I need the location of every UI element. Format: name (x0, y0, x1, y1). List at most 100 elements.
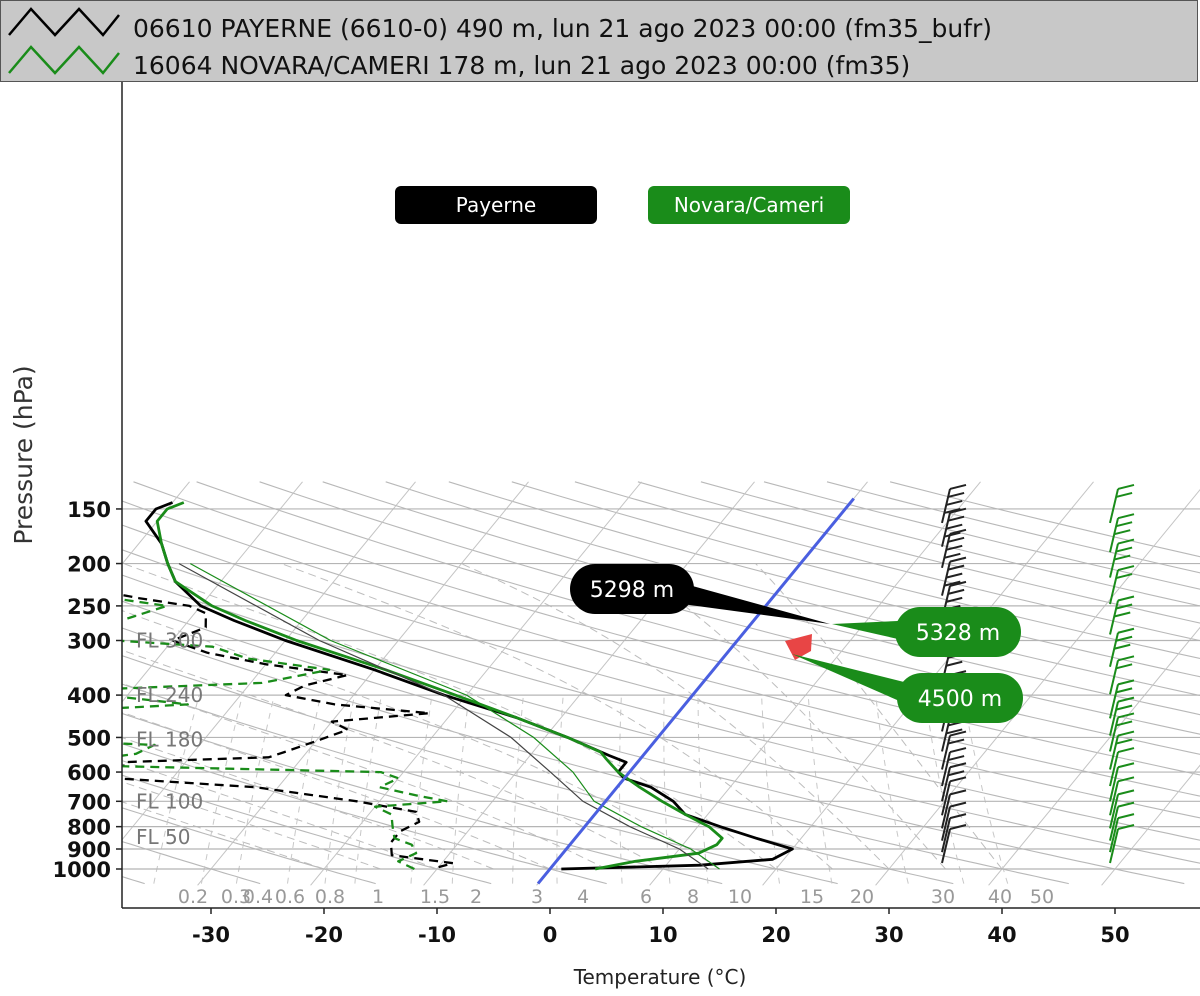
x-tick-label: 20 (761, 923, 790, 947)
novara-wind-barb (1109, 627, 1135, 667)
barb-flag (1113, 529, 1131, 536)
mixing-ratio-label: 6 (640, 886, 652, 908)
mixing-ratio-label: 10 (728, 886, 752, 908)
barb-flag (1113, 554, 1131, 561)
moist-adiabat (122, 711, 551, 870)
barb-staff (941, 751, 951, 787)
barb-staff (1109, 794, 1119, 829)
payerne-swatch (8, 7, 120, 37)
barb-staff (1109, 751, 1119, 787)
barb-staff (1109, 717, 1119, 752)
barb-staff (1109, 660, 1119, 695)
callout-payerne-freezing-pointer (660, 577, 830, 624)
barb-flag (949, 789, 967, 796)
barb-flag (1115, 663, 1133, 670)
y-tick-label: 150 (67, 498, 111, 522)
parcel-curve (178, 563, 709, 870)
novara-wind-barb (1109, 730, 1135, 770)
mixing-ratio-label: 3 (531, 886, 543, 908)
mixing-ratio-label: 0.8 (315, 886, 345, 908)
moist-adiabat (122, 781, 381, 870)
barb-staff (1109, 600, 1119, 635)
x-tick-label: 0 (543, 923, 558, 947)
barb-flag (1115, 546, 1133, 553)
barb-staff (1109, 701, 1119, 736)
mixing-ratio-line (324, 695, 355, 884)
novara-swatch (8, 45, 120, 75)
y-tick-label: 500 (67, 726, 111, 750)
parcel-curve (190, 563, 720, 870)
x-axis-title: Temperature (°C) (573, 965, 747, 989)
dry-adiabat (122, 683, 838, 885)
x-tick-label: -10 (418, 923, 456, 947)
payerne-wind-barb (941, 824, 967, 864)
mixing-ratio-line (354, 695, 382, 884)
barb-flag (1117, 776, 1135, 783)
mixing-ratio-label: 0.4 (243, 886, 273, 908)
barb-flag (1117, 801, 1135, 808)
dry-adiabat (122, 627, 1069, 885)
barb-flag (1117, 762, 1135, 769)
series-line-3 (122, 598, 449, 871)
barb-flag (949, 813, 967, 820)
callout-novara-melting-pointer (792, 654, 920, 710)
flight-level-label: FL 300 (136, 629, 203, 653)
payerne-wind-barb (941, 556, 967, 596)
dry-adiabat (511, 481, 1200, 660)
novara-wind-barb (1109, 762, 1135, 802)
mixing-ratio-line (235, 694, 275, 884)
mixing-ratio-label: 2 (470, 886, 482, 908)
barb-staff (1109, 543, 1119, 578)
novara-wind-barb (1109, 513, 1135, 553)
isotherm (122, 481, 190, 565)
isotherm (122, 481, 303, 703)
barb-flag (1115, 635, 1133, 642)
moist-adiabat (122, 801, 325, 870)
novara-wind-barb (1109, 789, 1135, 829)
dry-adiabat (122, 600, 1185, 885)
barb-flag (949, 507, 967, 514)
callout-payerne-freezing-text: 5298 m (590, 578, 674, 603)
dry-adiabat (259, 481, 1200, 735)
barb-flag (1117, 824, 1135, 830)
x-tick-label: 10 (648, 923, 677, 947)
series-line-1 (122, 593, 455, 869)
barb-flag (949, 730, 967, 737)
mixing-ratio-label: 50 (1030, 886, 1054, 908)
mixing-ratio-line (619, 695, 623, 884)
barb-flag (1115, 720, 1133, 727)
novara-wind-barb (1109, 776, 1135, 816)
moist-adiabat (281, 563, 833, 870)
mixing-ratio-label: 15 (800, 886, 824, 908)
novara-wind-barb (1109, 679, 1135, 719)
dry-adiabat (574, 481, 1200, 642)
mixing-ratio-label: 0.2 (178, 886, 208, 908)
barb-flag (1115, 704, 1133, 711)
barb-flag (945, 728, 963, 735)
mixing-ratio-line (875, 695, 909, 884)
y-tick-label: 900 (67, 838, 111, 862)
y-axis-title: Pressure (hPa) (9, 365, 38, 544)
barb-staff (1109, 517, 1119, 553)
barb-flag (947, 515, 965, 522)
x-tick-label: -30 (192, 923, 230, 947)
novara-wind-barb (1109, 565, 1135, 605)
barb-staff (941, 794, 951, 829)
mixing-ratio-line (287, 694, 321, 884)
barb-flag (949, 824, 967, 830)
mixing-ratio-label: 1.5 (420, 886, 450, 908)
barb-flag (945, 660, 963, 667)
x-tick-label: -20 (305, 923, 343, 947)
callout-novara-melting: 4500 m (792, 654, 1023, 723)
dry-adiabat (122, 774, 492, 885)
mixing-ratio-label: 30 (931, 886, 955, 908)
barb-staff (941, 717, 951, 752)
dry-adiabat (122, 500, 1200, 797)
barb-staff (1109, 817, 1119, 853)
isotherm (310, 481, 642, 886)
barb-staff (1109, 735, 1119, 770)
barb-flag (1117, 712, 1135, 719)
wind-barbs (941, 483, 1135, 864)
barb-staff (1109, 632, 1119, 667)
